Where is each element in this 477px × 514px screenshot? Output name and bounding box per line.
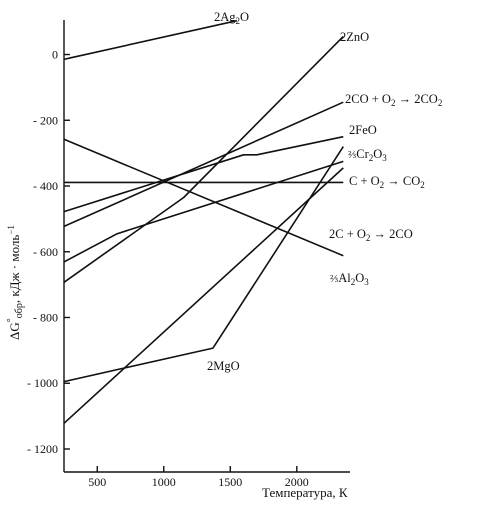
y-tick-label: - 600 [33, 245, 58, 259]
y-tick-label: - 200 [33, 113, 58, 127]
x-tick-label: 2000 [285, 475, 309, 489]
x-axis-title: Температура, К [262, 485, 348, 500]
series-line-8 [63, 146, 344, 383]
label-co2-from-co: 2CO + O2 → 2CO2 [345, 92, 442, 108]
label-zno: 2ZnO [340, 30, 369, 44]
series-line-6 [63, 138, 344, 257]
x-axis: 500 1000 1500 2000 [64, 466, 350, 489]
x-tick-label: 1500 [218, 475, 242, 489]
series-lines [63, 19, 344, 424]
y-tick-label: - 1200 [27, 442, 58, 456]
label-ag2o: 2Ag2O [214, 10, 249, 26]
label-al2o3: ⅔Al2O3 [330, 271, 369, 287]
y-axis: 0 - 200 - 400 - 600 - 800 - 1000 - 1200 [27, 20, 70, 472]
label-feo: 2FeO [349, 123, 377, 137]
series-line-2 [63, 101, 344, 228]
series-line-7 [63, 167, 344, 424]
y-axis-title: ΔG°обр, кДж · моль−1 [6, 225, 25, 340]
series-line-4 [63, 160, 344, 263]
y-tick-label: - 400 [33, 179, 58, 193]
label-mgo: 2MgO [207, 359, 240, 373]
label-cr2o3: ⅔Cr2O3 [348, 147, 387, 163]
y-tick-label: - 800 [33, 310, 58, 324]
y-tick-label: - 1000 [27, 376, 58, 390]
series-line-1 [63, 35, 344, 283]
y-tick-label: 0 [52, 48, 58, 62]
x-tick-label: 500 [88, 475, 106, 489]
label-co2: C + O2 → CO2 [349, 174, 425, 190]
series-line-0 [63, 19, 238, 61]
series-line-3 [63, 135, 344, 213]
label-co: 2C + O2 → 2CO [329, 227, 413, 243]
x-tick-label: 1000 [152, 475, 176, 489]
